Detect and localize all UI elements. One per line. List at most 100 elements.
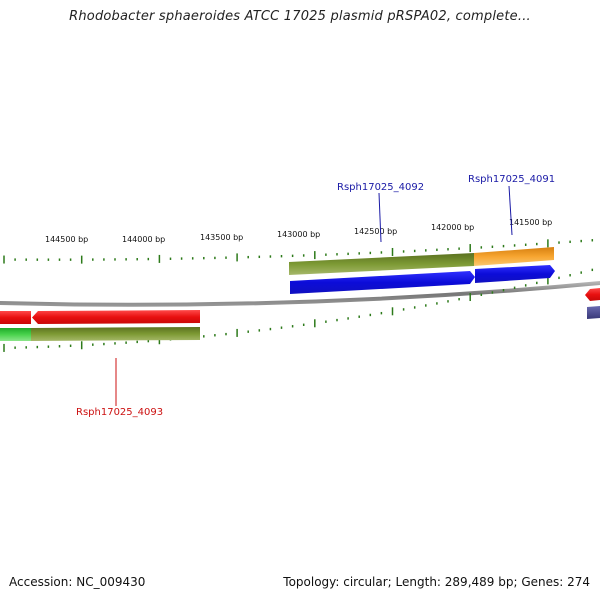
top-minor-tick [47,258,50,261]
top-minor-tick [247,255,249,259]
bottom-minor-tick [36,345,39,349]
tick-label-143000: 143000 bp [277,230,320,239]
bottom-minor-tick [491,291,494,294]
gene-purple-reverse[interactable] [587,306,600,319]
bottom-major-tick [3,343,5,352]
bottom-minor-tick [358,315,360,318]
bottom-minor-tick [458,298,460,301]
top-minor-tick [69,258,72,261]
top-minor-tick [36,258,39,261]
top-minor-tick [336,253,338,256]
bottom-major-tick [314,319,316,328]
bottom-minor-tick [447,300,449,303]
top-minor-tick [347,252,349,256]
top-minor-tick [25,258,27,261]
top-minor-tick [269,255,272,258]
gene-blue-arrow-4091[interactable] [475,265,555,283]
bottom-minor-tick [380,311,383,315]
top-minor-tick [458,247,460,250]
bottom-minor-tick [436,302,438,305]
top-minor-tick [524,243,527,246]
bottom-minor-tick [347,317,349,320]
top-minor-tick [480,246,483,249]
bottom-minor-tick [402,308,405,311]
gene-blue-arrow-4092[interactable] [290,271,475,294]
gene-label-4092[interactable]: Rsph17025_4092 [337,182,424,193]
top-minor-tick [14,258,16,261]
top-major-tick [469,244,471,253]
top-minor-tick [502,244,505,248]
gene-light-green-reverse[interactable] [0,328,31,341]
bottom-minor-tick [558,276,560,280]
top-major-tick [236,253,238,262]
top-minor-tick [558,241,560,244]
top-minor-tick [513,244,516,247]
top-minor-tick [125,258,127,261]
top-minor-tick [491,245,494,248]
tick-label-144000: 144000 bp [122,235,165,244]
bottom-minor-tick [480,293,483,296]
top-minor-tick [58,258,61,261]
top-minor-tick [580,239,582,243]
reverse-strand-ticks [3,268,594,352]
tick-label-143500: 143500 bp [200,233,243,242]
tick-label-142000: 142000 bp [431,223,474,232]
top-minor-tick [569,240,571,244]
top-major-tick [80,255,83,264]
top-major-tick [3,255,5,264]
bottom-major-tick [469,293,471,302]
bottom-minor-tick [147,339,150,343]
top-minor-tick [291,254,294,258]
bottom-minor-tick [47,345,50,348]
top-minor-tick [147,257,150,261]
bottom-minor-tick [125,341,127,344]
map-title: Rhodobacter sphaeroides ATCC 17025 plasm… [69,9,531,24]
gene-label-4093[interactable]: Rsph17025_4093 [76,407,163,418]
gene-red-arrow-4093[interactable] [32,310,200,324]
top-minor-tick [591,239,594,242]
gene-orange-forward[interactable] [474,247,554,266]
bottom-minor-tick [302,323,305,326]
bottom-minor-tick [258,329,261,332]
bottom-minor-tick [413,306,416,309]
bottom-major-tick [236,328,238,337]
top-minor-tick [136,258,138,261]
bottom-minor-tick [247,330,249,333]
forward-strand-ticks [3,239,594,264]
bottom-minor-tick [425,304,427,307]
bottom-minor-tick [25,346,27,349]
bottom-minor-tick [569,274,571,277]
gene-olive-forward[interactable] [289,253,474,275]
bottom-minor-tick [513,286,516,290]
top-minor-tick [103,258,105,261]
top-minor-tick [425,249,427,252]
top-minor-tick [402,250,405,253]
gene-label-4091[interactable]: Rsph17025_4091 [468,174,555,185]
top-major-tick [314,251,316,260]
top-minor-tick [203,256,205,260]
top-minor-tick [114,258,116,261]
top-minor-tick [447,248,449,251]
gene-olive-reverse[interactable] [31,327,200,341]
tick-label-144500: 144500 bp [45,235,88,244]
gene-red-arrow-right[interactable] [585,288,600,301]
top-minor-tick [225,256,227,259]
label-connector-4091 [508,185,513,236]
bottom-major-tick [547,276,549,285]
top-minor-tick [436,248,438,252]
top-minor-tick [92,258,94,261]
bottom-minor-tick [325,320,327,323]
gene-red-left-partial[interactable] [0,311,31,324]
top-major-tick [391,247,394,256]
top-minor-tick [214,256,216,260]
bottom-minor-tick [336,318,338,322]
label-connector-4092 [378,192,382,243]
top-minor-tick [169,257,172,260]
tick-label-141500: 141500 bp [509,218,552,227]
bottom-minor-tick [58,345,61,348]
bottom-minor-tick [14,346,16,349]
bottom-minor-tick [580,271,582,274]
top-minor-tick [191,257,194,260]
bottom-minor-tick [136,340,138,344]
